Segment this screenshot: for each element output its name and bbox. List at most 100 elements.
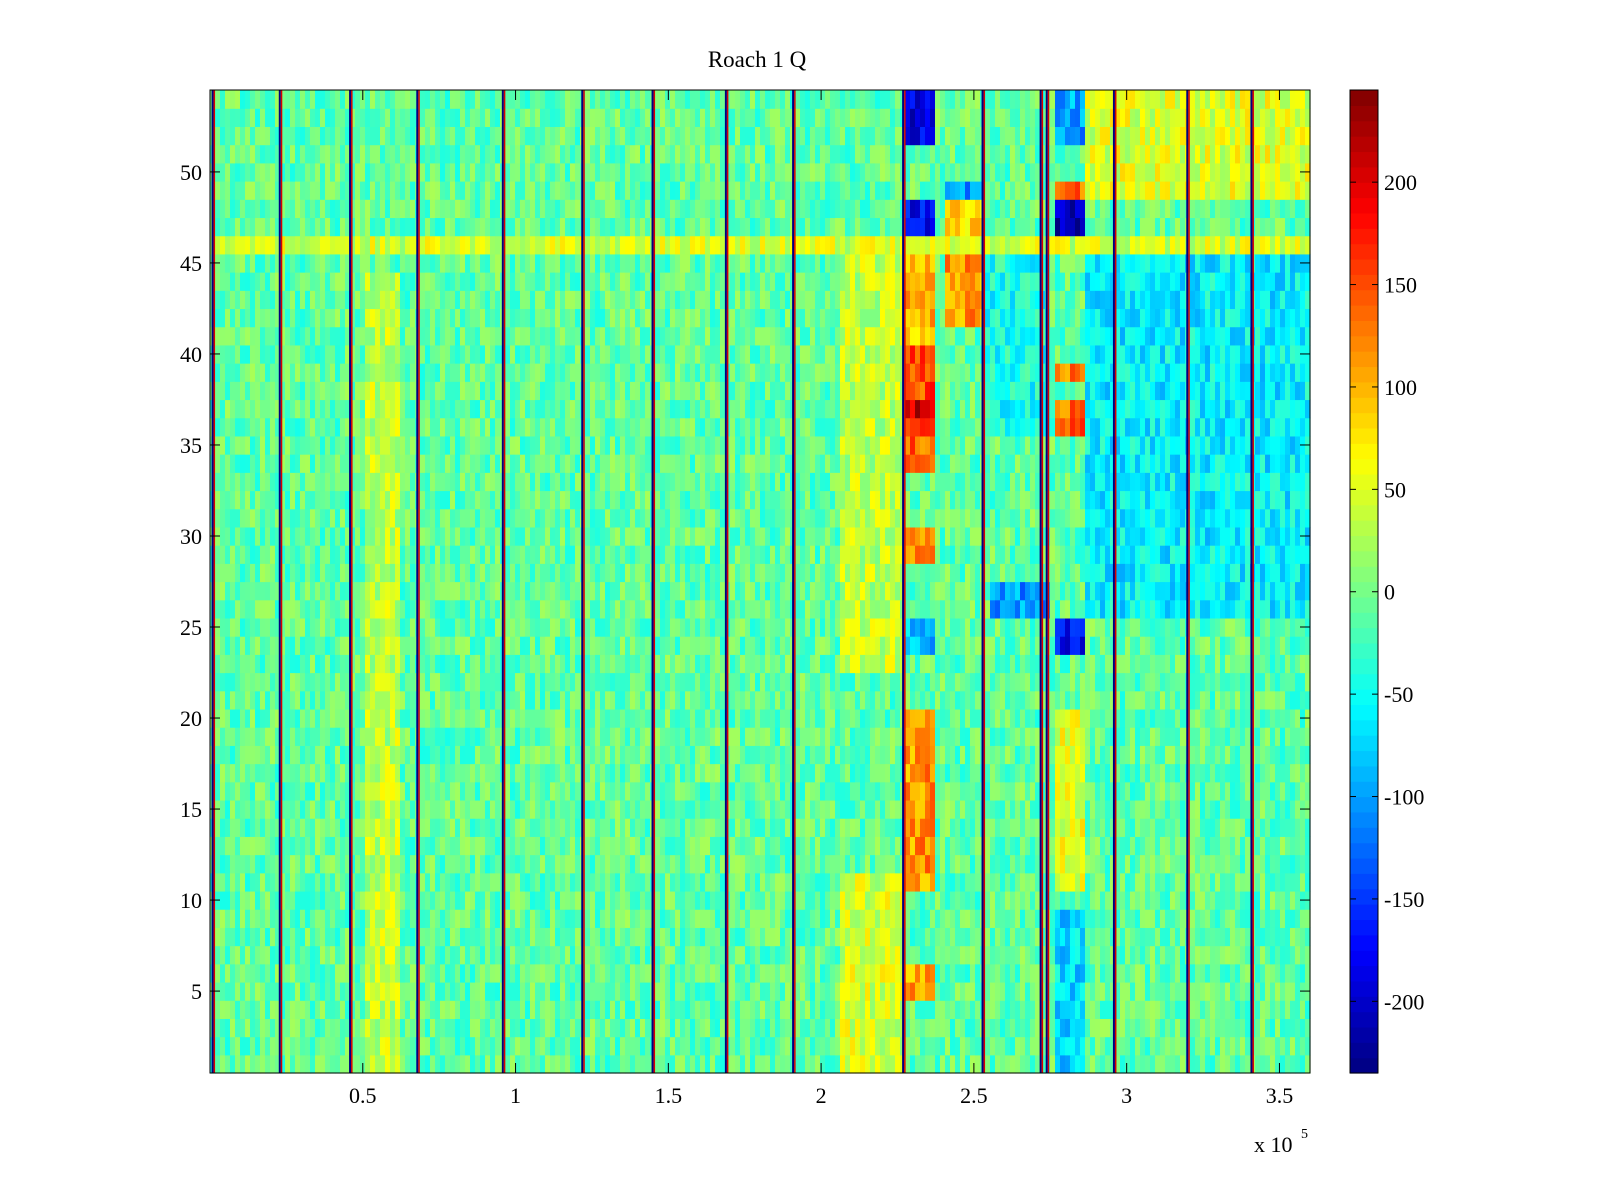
heatmap-cell [255, 1018, 261, 1038]
heatmap-cell [375, 563, 381, 583]
heatmap-cell [310, 781, 316, 801]
heatmap-cell [315, 308, 321, 328]
heatmap-cell [665, 1036, 671, 1056]
heatmap-cell [635, 217, 641, 237]
heatmap-cell [460, 654, 466, 674]
heatmap-cell [605, 690, 611, 710]
heatmap-cell [380, 781, 386, 801]
heatmap-cell [510, 854, 516, 874]
heatmap-cell [225, 90, 231, 109]
heatmap-cell [655, 472, 661, 492]
heatmap-cell [590, 490, 596, 510]
heatmap-cell [370, 799, 376, 819]
heatmap-cell [360, 1018, 366, 1038]
heatmap-cell [355, 545, 361, 564]
heatmap-cell [265, 272, 271, 291]
heatmap-cell [540, 836, 546, 856]
heatmap-cell [365, 381, 371, 401]
heatmap-cell [515, 308, 521, 328]
heatmap-cell [375, 1000, 381, 1019]
heatmap-cell [355, 617, 361, 637]
heatmap-cell [440, 490, 446, 510]
heatmap-cell [410, 818, 416, 837]
heatmap-cell [540, 763, 546, 783]
heatmap-cell [560, 472, 566, 492]
heatmap-cell [225, 545, 231, 564]
heatmap-cell [590, 799, 596, 819]
heatmap-cell [245, 181, 251, 200]
heatmap-cell [380, 526, 386, 546]
heatmap-cell [665, 581, 671, 601]
heatmap-cell [335, 472, 341, 492]
heatmap-cell [530, 308, 536, 328]
heatmap-cell [560, 308, 566, 328]
heatmap-cell [570, 690, 576, 710]
heatmap-cell [475, 1054, 481, 1074]
heatmap-cell [635, 745, 641, 765]
heatmap-cell [385, 181, 391, 200]
heatmap-cell [515, 417, 521, 437]
heatmap-cell [275, 708, 281, 728]
heatmap-cell [625, 217, 631, 237]
heatmap-cell [360, 708, 366, 728]
heatmap-cell [475, 545, 481, 564]
heatmap-cell [240, 526, 246, 546]
heatmap-cell [240, 490, 246, 510]
heatmap-cell [610, 1018, 616, 1038]
heatmap-cell [360, 272, 366, 291]
heatmap-cell [275, 399, 281, 419]
heatmap-cell [310, 1036, 316, 1056]
heatmap-cell [275, 890, 281, 910]
heatmap-cell [630, 417, 636, 437]
heatmap-cell [435, 326, 441, 346]
heatmap-cell [465, 326, 471, 346]
heatmap-cell [260, 381, 266, 401]
heatmap-cell [660, 1036, 666, 1056]
heatmap-cell [310, 235, 316, 255]
heatmap-cell [560, 581, 566, 601]
heatmap-cell [620, 617, 626, 637]
heatmap-cell [385, 690, 391, 710]
heatmap-cell [335, 945, 341, 965]
heatmap-cell [590, 326, 596, 346]
heatmap-cell [520, 563, 526, 583]
heatmap-cell [300, 526, 306, 546]
heatmap-cell [350, 181, 356, 200]
heatmap-cell [300, 1000, 306, 1019]
heatmap-cell [365, 1054, 371, 1074]
heatmap-cell [310, 344, 316, 364]
heatmap-cell [450, 799, 456, 819]
heatmap-cell [235, 763, 241, 783]
heatmap-cell [355, 144, 361, 164]
heatmap-cell [520, 981, 526, 1001]
heatmap-cell [640, 144, 646, 164]
heatmap-cell [655, 799, 661, 819]
heatmap-cell [290, 308, 296, 328]
heatmap-cell [665, 454, 671, 473]
heatmap-cell [295, 326, 301, 346]
heatmap-cell [605, 617, 611, 637]
heatmap-cell [330, 90, 336, 109]
heatmap-cell [290, 363, 296, 382]
heatmap-cell [425, 581, 431, 601]
heatmap-cell [615, 854, 621, 874]
heatmap-cell [375, 781, 381, 801]
heatmap-cell [505, 909, 511, 928]
heatmap-cell [660, 672, 666, 692]
heatmap-cell [495, 526, 501, 546]
heatmap-cell [565, 563, 571, 583]
heatmap-cell [545, 545, 551, 564]
heatmap-cell [255, 1000, 261, 1019]
heatmap-cell [625, 617, 631, 637]
heatmap-cell [530, 581, 536, 601]
heatmap-cell [645, 909, 651, 928]
heatmap-cell [225, 799, 231, 819]
heatmap-cell [370, 399, 376, 419]
heatmap-cell [295, 636, 301, 655]
heatmap-cell [560, 563, 566, 583]
heatmap-cell [480, 126, 486, 146]
heatmap-cell [330, 836, 336, 856]
heatmap-cell [305, 927, 311, 947]
heatmap-cell [450, 253, 456, 273]
heatmap-cell [330, 818, 336, 837]
